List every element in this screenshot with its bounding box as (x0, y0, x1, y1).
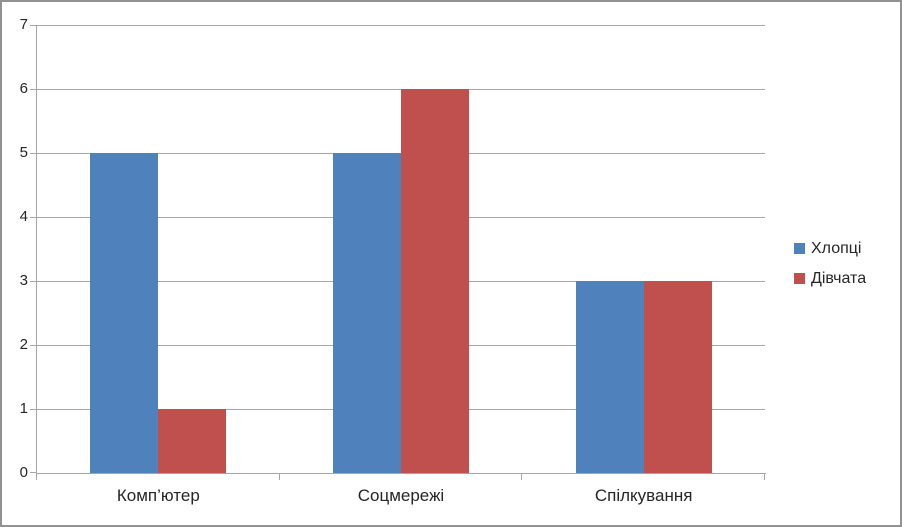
x-axis-tick (36, 474, 37, 480)
x-axis-label-1: Комп’ютер (116, 486, 200, 505)
legend-label: Хлопці (811, 240, 862, 257)
bar-Дівчата-Соцмережі (400, 89, 469, 473)
y-axis-line (36, 25, 37, 474)
y-axis-label-2: 2 (19, 336, 28, 353)
bar-Дівчата-Комп’ютер (158, 409, 227, 473)
y-axis-label-0: 0 (19, 464, 28, 481)
x-axis-label-2: Соцмережі (357, 486, 445, 505)
y-axis-tick-1 (30, 409, 37, 410)
gridline-y-7 (37, 25, 765, 26)
plot-area (30, 25, 766, 480)
y-axis-label-7: 7 (19, 16, 28, 33)
legend: Хлопці Дівчата (794, 240, 866, 287)
x-axis-tick (764, 474, 765, 480)
y-axis-tick-5 (30, 153, 37, 154)
x-axis-tick (278, 474, 280, 480)
y-axis-tick-7 (30, 25, 37, 26)
y-axis-tick-4 (30, 217, 37, 218)
x-axis-tick (521, 474, 523, 480)
legend-swatch-icon (794, 243, 805, 254)
y-axis-label-4: 4 (19, 208, 28, 225)
legend-entry-2: Дівчата (794, 270, 866, 287)
bar-Хлопці-Комп’ютер (90, 153, 159, 473)
y-axis-label-3: 3 (19, 272, 28, 289)
y-axis-tick-3 (30, 281, 37, 282)
y-axis-label-5: 5 (19, 144, 28, 161)
category-group-1 (37, 25, 280, 473)
y-axis-label-6: 6 (19, 80, 28, 97)
legend-entry-1: Хлопці (794, 240, 866, 257)
category-group-3 (522, 25, 765, 473)
x-axis-line (36, 473, 766, 474)
y-axis-label-1: 1 (19, 400, 28, 417)
y-axis-tick-6 (30, 89, 37, 90)
x-axis-label-3: Спілкування (594, 486, 693, 505)
y-axis-tick-2 (30, 345, 37, 346)
category-group-2 (280, 25, 523, 473)
bar-Хлопці-Спілкування (575, 281, 644, 473)
bar-Дівчата-Спілкування (643, 281, 712, 473)
bar-Хлопці-Соцмережі (332, 153, 401, 473)
legend-label: Дівчата (811, 270, 867, 287)
y-axis-tick-0 (30, 472, 37, 473)
legend-swatch-icon (794, 273, 805, 284)
